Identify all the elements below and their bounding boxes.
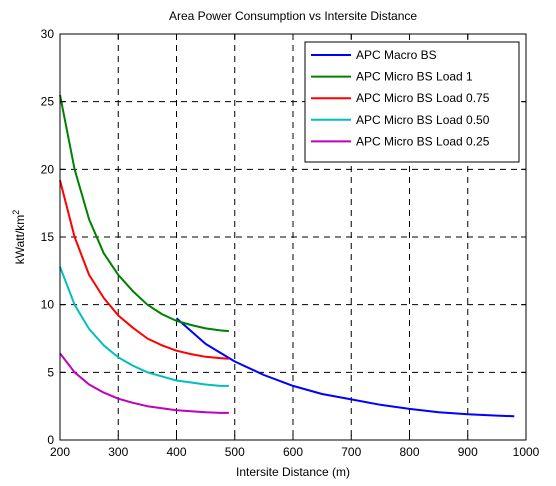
series-lines xyxy=(59,94,515,418)
x-tick-label: 500 xyxy=(225,445,245,459)
legend-label-5: APC Micro BS Load 0.25 xyxy=(356,134,490,148)
chart-title: Area Power Consumption vs Intersite Dist… xyxy=(169,9,417,23)
x-tick-label: 800 xyxy=(399,445,419,459)
legend-label-1: APC Macro BS xyxy=(356,48,437,62)
y-tick-label: 25 xyxy=(41,95,55,109)
y-axis-label-main: kWatt/km xyxy=(13,215,27,265)
y-tick-label: 30 xyxy=(41,27,55,41)
y-tick-label: 10 xyxy=(41,298,55,312)
legend-label-2: APC Micro BS Load 1 xyxy=(356,70,473,84)
axis-ticks: 200 300 400 500 600 700 800 900 1000 0 5 10 15 20 25 30 xyxy=(41,27,540,459)
y-tick-label: 20 xyxy=(41,162,55,176)
legend-label-4: APC Micro BS Load 0.50 xyxy=(356,113,490,127)
x-axis-label: Intersite Distance (m) xyxy=(236,465,350,479)
y-tick-label: 5 xyxy=(47,365,54,379)
x-tick-label: 1000 xyxy=(513,445,540,459)
x-tick-label: 700 xyxy=(341,445,361,459)
series-line-1 xyxy=(175,317,515,418)
x-tick-label: 200 xyxy=(50,445,70,459)
x-tick-label: 900 xyxy=(458,445,478,459)
series-line-4 xyxy=(59,266,229,387)
y-tick-label: 0 xyxy=(47,433,54,447)
y-tick-label: 15 xyxy=(41,230,55,244)
series-line-5 xyxy=(59,352,229,414)
series-line-3 xyxy=(59,179,229,360)
x-tick-label: 600 xyxy=(283,445,303,459)
series-line-2 xyxy=(59,94,229,333)
x-tick-label: 300 xyxy=(108,445,128,459)
y-axis-label: kWatt/km2 xyxy=(11,210,27,265)
x-tick-label: 400 xyxy=(166,445,186,459)
legend: APC Macro BS APC Micro BS Load 1 APC Micro… xyxy=(304,41,520,163)
legend-label-3: APC Micro BS Load 0.75 xyxy=(356,91,490,105)
y-axis-label-superscript: 2 xyxy=(11,210,21,215)
